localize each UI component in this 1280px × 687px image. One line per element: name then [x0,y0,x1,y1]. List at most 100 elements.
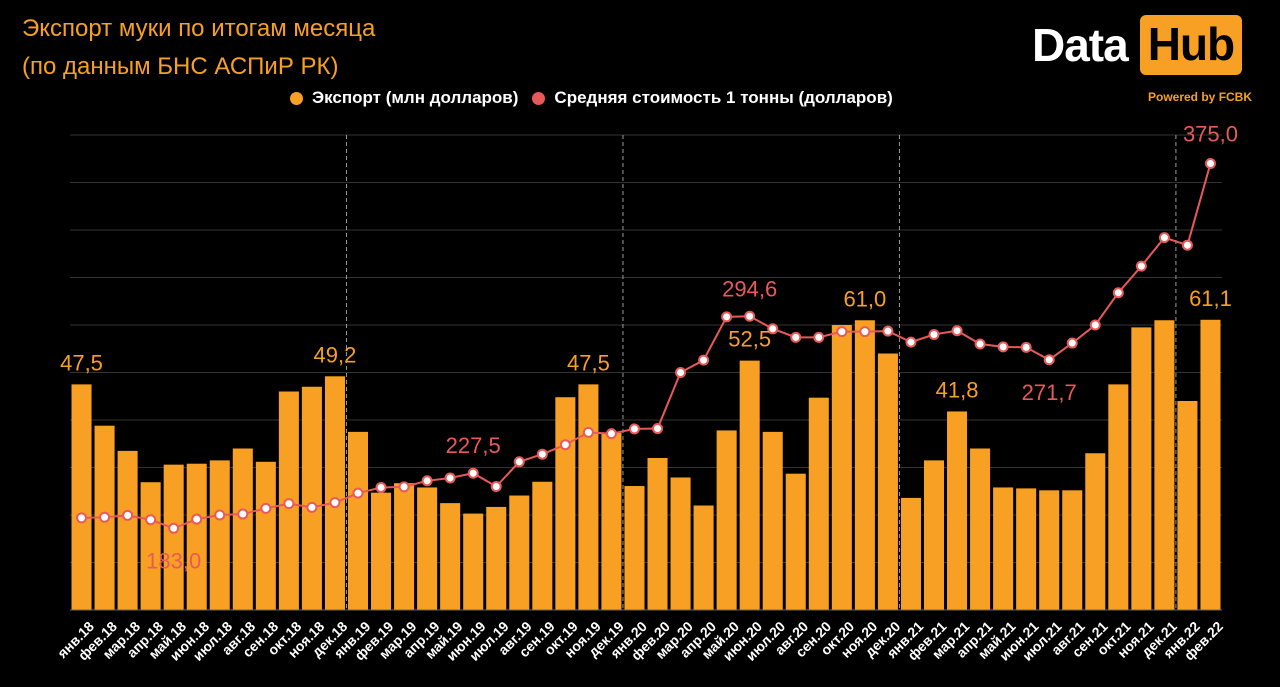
price-point [882,325,894,337]
bar [739,360,760,610]
chart-title: Экспорт муки по итогам месяца (по данным… [22,10,375,86]
price-point [997,341,1009,353]
bar [509,495,530,610]
bar [140,482,161,610]
bar [785,473,806,610]
price-point [905,336,917,348]
bar-value-label: 47,5 [60,350,103,375]
line-value-label: 227,5 [446,433,501,458]
bar [923,460,945,610]
bar [163,464,184,610]
bar [417,487,438,610]
bar [947,411,968,610]
bar [877,353,898,610]
bar [900,497,921,610]
bar-value-label: 52,5 [728,327,771,352]
price-point [99,511,111,523]
bar [670,477,691,610]
bar [1085,453,1106,610]
legend-dot-price [532,91,546,105]
bar [186,463,207,610]
bar [762,431,783,610]
datahub-logo: Data Hub [1032,15,1243,75]
bar-value-label: 47,5 [567,350,610,375]
title-line-1: Экспорт муки по итогам месяца [22,15,376,42]
bar [440,503,461,610]
price-point [675,367,687,378]
bar [693,505,714,610]
price-point [559,439,571,451]
title-line-2: (по данным БНС АСПиР РК) [22,53,339,80]
bar [255,461,276,610]
line-value-label: 375,0 [1183,122,1238,147]
bar [209,460,230,610]
price-point [928,329,940,340]
line-value-label: 294,6 [722,276,777,301]
price-point [582,426,594,438]
price-point [352,487,364,499]
bar [1016,488,1037,610]
price-point [1112,287,1124,299]
legend-label-price: Средняя стоимость 1 тонны (долларов) [554,88,893,107]
bar [647,458,668,610]
bar [831,325,852,610]
price-point [836,326,848,338]
bar [1200,319,1221,610]
price-point [76,512,88,524]
price-point [628,423,640,435]
bar [71,384,92,610]
price-point [122,509,134,521]
line-value-label: 271,7 [1022,380,1077,405]
price-point [605,428,617,440]
price-point [444,472,456,484]
price-point [1066,337,1078,349]
bar [555,397,576,610]
bar [970,448,991,610]
price-point [1020,341,1032,353]
price-point [1089,319,1101,331]
price-point [721,311,733,323]
bar [1062,490,1083,610]
price-point [490,481,502,492]
bar [463,513,484,610]
bar [1177,401,1198,610]
price-point [744,310,756,322]
price-point [168,522,180,534]
bar [532,481,553,610]
price-point [1043,354,1055,366]
bar [324,376,345,610]
price-point [1204,158,1216,169]
bar [578,384,599,610]
price-point [1158,232,1170,244]
price-point [283,498,295,510]
price-point [790,331,802,343]
price-point [536,448,548,460]
logo-hub-text: Hub [1139,15,1243,75]
bar [993,487,1014,610]
price-point [513,456,525,468]
price-point [260,502,272,514]
bar [1108,384,1129,610]
legend: Экспорт (млн долларов) Средняя стоимость… [290,88,893,108]
bar-value-label: 49,2 [314,342,357,367]
powered-by-text: Powered by FCBK [1148,90,1253,104]
price-point [951,325,963,337]
bar [301,386,322,610]
price-point [329,497,341,509]
price-point [191,513,203,525]
bar [1154,320,1175,610]
bar [486,506,507,610]
bar [117,450,138,610]
legend-item-export: Экспорт (млн долларов) [290,88,518,108]
price-point [214,509,226,521]
price-point [813,331,825,343]
price-point [398,481,410,493]
price-point [767,323,779,335]
bar [716,430,737,610]
price-point [859,326,871,338]
bar [347,431,369,610]
price-point [145,514,157,526]
bar [1131,327,1152,610]
bar [394,483,415,610]
